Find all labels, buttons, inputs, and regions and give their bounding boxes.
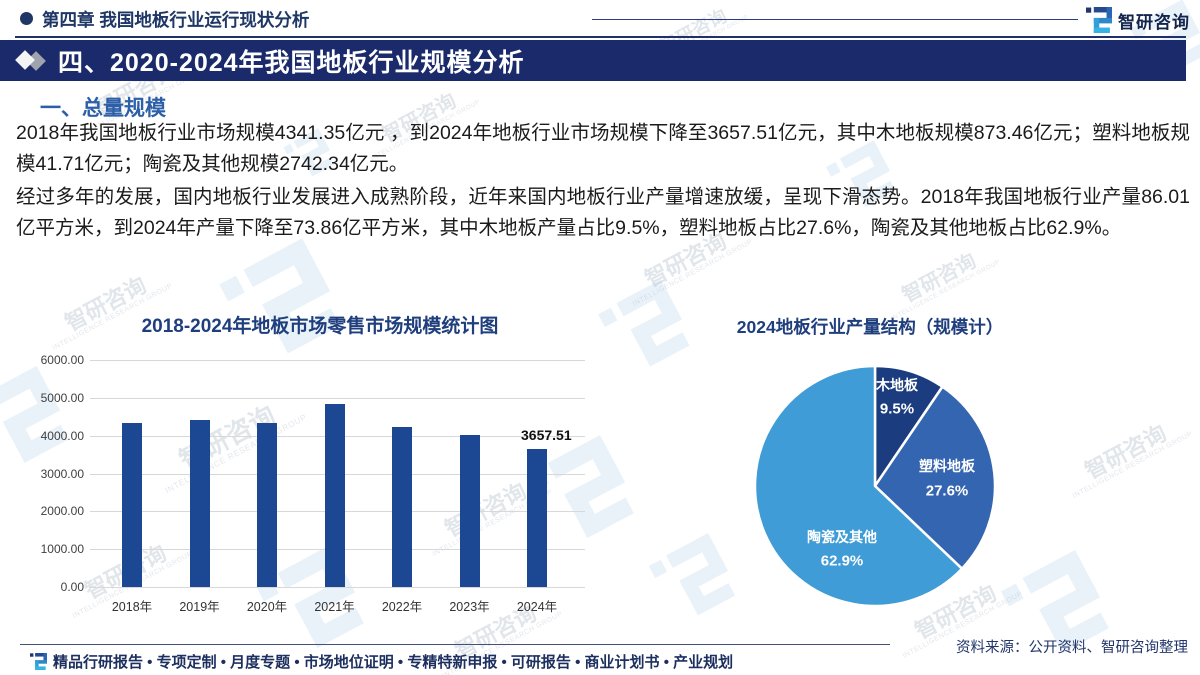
y-axis-tick: 4000.00 [40, 428, 84, 443]
paragraph-market-size: 2018年我国地板行业市场规模4341.35亿元 ，到2024年地板行业市场规模… [16, 122, 1190, 175]
gridline [90, 397, 585, 399]
y-axis-tick: 2000.00 [40, 504, 84, 519]
x-axis-tick: 2018年 [111, 600, 153, 614]
pie-label-name: 陶瓷及其他 [807, 529, 877, 545]
y-axis-tick: 6000.00 [40, 353, 84, 367]
bar-2020年 [257, 422, 277, 587]
bar-2021年 [324, 403, 345, 587]
chapter-title: 第四章 我国地板行业运行现状分析 [42, 10, 310, 30]
brand-logo-text: 智研咨询 [1118, 12, 1190, 32]
y-axis-tick: 3000.00 [40, 466, 84, 481]
x-axis-tick: 2024年 [516, 600, 558, 614]
pie-svg [753, 364, 997, 608]
x-axis-tick: 2023年 [449, 600, 490, 614]
pie-chart-title: 2024地板行业产量结构（规模计） [736, 317, 1004, 337]
footer-rule [20, 644, 890, 645]
data-source-note: 资料来源：公开资料、智研咨询整理 [956, 640, 1188, 656]
gridline [90, 587, 585, 588]
x-axis-tick: 2020年 [246, 600, 288, 614]
header-rule [15, 36, 1186, 38]
pie-slice-陶瓷及其他 [753, 364, 964, 608]
subsection-title: 一、总量规模 [40, 97, 166, 120]
zhiyan-logo-icon [1086, 7, 1112, 33]
section-banner: 四、2020-2024年我国地板行业规模分析 [0, 40, 1186, 81]
brand-logo: 智研咨询 [1086, 7, 1190, 33]
bar-2022年 [392, 426, 412, 587]
footer-services-text: 精品行研报告 • 专项定制 • 月度专题 • 市场地位证明 • 专精特新申报 •… [53, 654, 734, 671]
pie-label-value: 62.9% [820, 552, 864, 570]
bar-2024年 [527, 448, 547, 587]
pie-label-name: 木地板 [876, 377, 918, 393]
pie-label-name: 塑料地板 [919, 458, 975, 474]
y-axis-tick: 5000.00 [40, 390, 84, 405]
bar-chart-plot: 0.00 1000.00 2000.00 3000.00 4000.00 5000.00 6… [41, 353, 585, 614]
zhiyan-logo-icon-small [30, 653, 47, 670]
bar-chart-title: 2018-2024年地板市场零售市场规模统计图 [141, 316, 499, 337]
bar-2019年 [189, 420, 210, 587]
pie-label-value: 27.6% [925, 482, 969, 500]
bar-2018年 [122, 422, 142, 587]
pie-label-value: 9.5% [879, 400, 915, 418]
header-divider-line [592, 19, 1078, 20]
footer-services-row: 精品行研报告 • 专项定制 • 月度专题 • 市场地位证明 • 专精特新申报 •… [30, 651, 733, 672]
y-axis-tick: 0.00 [60, 580, 84, 594]
x-axis-tick: 2021年 [314, 600, 355, 614]
watermark-logo-icon [218, 238, 347, 367]
chapter-bullet-icon [20, 12, 33, 25]
y-axis-tick: 1000.00 [40, 542, 84, 557]
bar-2023年 [459, 435, 480, 587]
banner-title: 四、2020-2024年我国地板行业规模分析 [58, 48, 525, 77]
watermark-logo-icon [0, 365, 75, 475]
x-axis-tick: 2019年 [179, 600, 220, 614]
pie-chart: 木地板 9.5% 塑料地板 27.6% 陶瓷及其他 62.9% [745, 356, 1005, 616]
watermark-logo-icon [648, 533, 740, 625]
diamond-icon [14, 49, 52, 73]
pie-slice-塑料地板 [873, 385, 997, 570]
paragraph-output: 经过多年的发展，国内地板行业发展进入成熟阶段，近年来国内地板行业产量增速放缓，呈… [16, 186, 1190, 239]
x-axis-tick: 2022年 [381, 600, 423, 614]
gridline [90, 360, 585, 361]
bar-data-label: 3657.51 [521, 426, 572, 443]
